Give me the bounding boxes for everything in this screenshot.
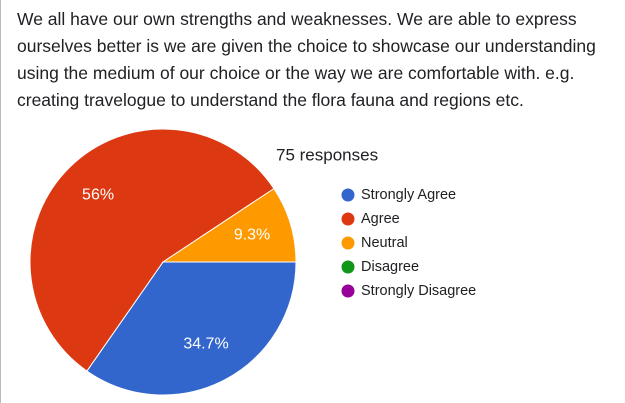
legend-label: Neutral: [361, 235, 408, 251]
legend-swatch: [341, 212, 355, 226]
response-count: 75 responses: [276, 145, 378, 164]
legend-swatch: [341, 236, 355, 250]
legend-swatch: [341, 188, 355, 202]
legend-swatch: [341, 260, 355, 274]
legend-swatch: [341, 284, 355, 298]
pie-slice: [29, 128, 275, 372]
pie-slice: [161, 187, 297, 263]
pie-slice: [86, 261, 297, 396]
slice-label: 9.3%: [234, 226, 270, 243]
question-text: We all have our own strengths and weakne…: [17, 9, 596, 110]
slice-label: 34.7%: [183, 336, 228, 353]
legend-label: Disagree: [361, 259, 419, 275]
legend-label: Strongly Agree: [361, 187, 456, 203]
legend-label: Agree: [361, 211, 400, 227]
slice-label: 56%: [82, 187, 114, 204]
legend-label: Strongly Disagree: [361, 283, 476, 299]
